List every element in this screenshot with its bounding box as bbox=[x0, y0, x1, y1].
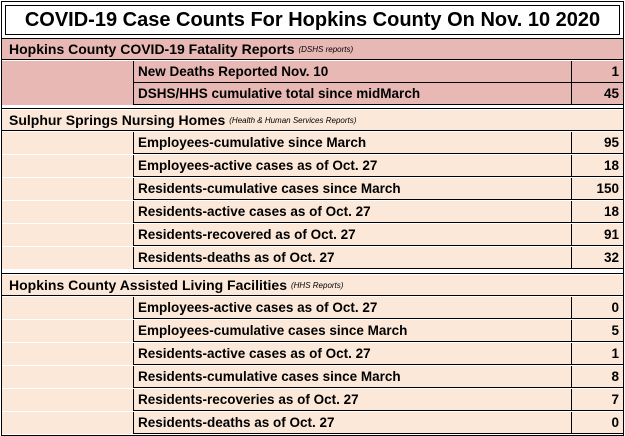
row-value: 5 bbox=[572, 320, 623, 342]
row-value: 18 bbox=[572, 155, 623, 177]
indent-cell bbox=[2, 366, 134, 388]
row-label: Residents-recovered as of Oct. 27 bbox=[134, 224, 572, 246]
section-header-fatality: Hopkins County COVID-19 Fatality Reports… bbox=[2, 39, 623, 60]
row-value: 0 bbox=[572, 412, 623, 434]
table-row: Residents-cumulative cases since March 8 bbox=[2, 366, 623, 388]
table-row: Employees-active cases as of Oct. 27 0 bbox=[2, 297, 623, 319]
indent-cell bbox=[2, 297, 134, 319]
row-value: 150 bbox=[572, 178, 623, 200]
row-label: Residents-cumulative cases since March bbox=[134, 366, 572, 388]
indent-cell bbox=[2, 178, 134, 200]
row-label: Employees-active cases as of Oct. 27 bbox=[134, 297, 572, 319]
section-divider bbox=[2, 270, 623, 274]
indent-cell bbox=[2, 155, 134, 177]
row-value: 8 bbox=[572, 366, 623, 388]
section-source: (DSHS reports) bbox=[298, 44, 354, 54]
row-label: Residents-cumulative cases since March bbox=[134, 178, 572, 200]
title-banner: COVID-19 Case Counts For Hopkins County … bbox=[2, 2, 623, 39]
section-header-assisted-living: Hopkins County Assisted Living Facilitie… bbox=[2, 275, 623, 296]
table-row: Residents-recovered as of Oct. 27 91 bbox=[2, 224, 623, 246]
table-row: Employees-cumulative since March 95 bbox=[2, 132, 623, 154]
row-label: Employees-cumulative cases since March bbox=[134, 320, 572, 342]
section-heading: Sulphur Springs Nursing Homes bbox=[9, 112, 226, 128]
row-label: Residents-active cases as of Oct. 27 bbox=[134, 343, 572, 365]
indent-cell bbox=[2, 320, 134, 342]
table-row: Residents-active cases as of Oct. 27 18 bbox=[2, 201, 623, 223]
section-header-nursing-homes: Sulphur Springs Nursing Homes (Health & … bbox=[2, 110, 623, 131]
row-label: Residents-deaths as of Oct. 27 bbox=[134, 247, 572, 269]
table-row: Residents-deaths as of Oct. 27 32 bbox=[2, 247, 623, 269]
row-label: Employees-cumulative since March bbox=[134, 132, 572, 154]
row-value: 95 bbox=[572, 132, 623, 154]
row-value: 7 bbox=[572, 389, 623, 411]
table-row: New Deaths Reported Nov. 10 1 bbox=[2, 61, 623, 83]
row-value: 0 bbox=[572, 297, 623, 319]
section-divider bbox=[2, 105, 623, 109]
table-row: Employees-active cases as of Oct. 27 18 bbox=[2, 155, 623, 177]
table-row: Employees-cumulative cases since March 5 bbox=[2, 320, 623, 342]
row-value: 91 bbox=[572, 224, 623, 246]
indent-cell bbox=[2, 201, 134, 223]
indent-cell bbox=[2, 224, 134, 246]
section-source: (Health & Human Services Reports) bbox=[229, 115, 357, 125]
table-row: Residents-cumulative cases since March 1… bbox=[2, 178, 623, 200]
section-heading: Hopkins County COVID-19 Fatality Reports bbox=[9, 41, 295, 57]
indent-cell bbox=[2, 247, 134, 269]
row-label: DSHS/HHS cumulative total since midMarch bbox=[134, 83, 572, 105]
row-value: 1 bbox=[572, 61, 623, 83]
section-source: (HHS Reports) bbox=[290, 280, 344, 290]
row-value: 1 bbox=[572, 343, 623, 365]
indent-cell bbox=[2, 61, 134, 83]
indent-cell bbox=[2, 132, 134, 154]
row-label: New Deaths Reported Nov. 10 bbox=[134, 61, 572, 83]
indent-cell bbox=[2, 343, 134, 365]
row-label: Employees-active cases as of Oct. 27 bbox=[134, 155, 572, 177]
indent-cell bbox=[2, 83, 134, 105]
table-row: DSHS/HHS cumulative total since midMarch… bbox=[2, 83, 623, 105]
table-row: Residents-recoveries as of Oct. 27 7 bbox=[2, 389, 623, 411]
indent-cell bbox=[2, 412, 134, 434]
section-heading: Hopkins County Assisted Living Facilitie… bbox=[9, 277, 287, 293]
row-label: Residents-recoveries as of Oct. 27 bbox=[134, 389, 572, 411]
row-label: Residents-active cases as of Oct. 27 bbox=[134, 201, 572, 223]
row-value: 45 bbox=[572, 83, 623, 105]
table-row: Residents-deaths as of Oct. 27 0 bbox=[2, 412, 623, 434]
row-label: Residents-deaths as of Oct. 27 bbox=[134, 412, 572, 434]
row-value: 18 bbox=[572, 201, 623, 223]
row-value: 32 bbox=[572, 247, 623, 269]
table-row: Residents-active cases as of Oct. 27 1 bbox=[2, 343, 623, 365]
page-title: COVID-19 Case Counts For Hopkins County … bbox=[5, 5, 620, 35]
indent-cell bbox=[2, 389, 134, 411]
